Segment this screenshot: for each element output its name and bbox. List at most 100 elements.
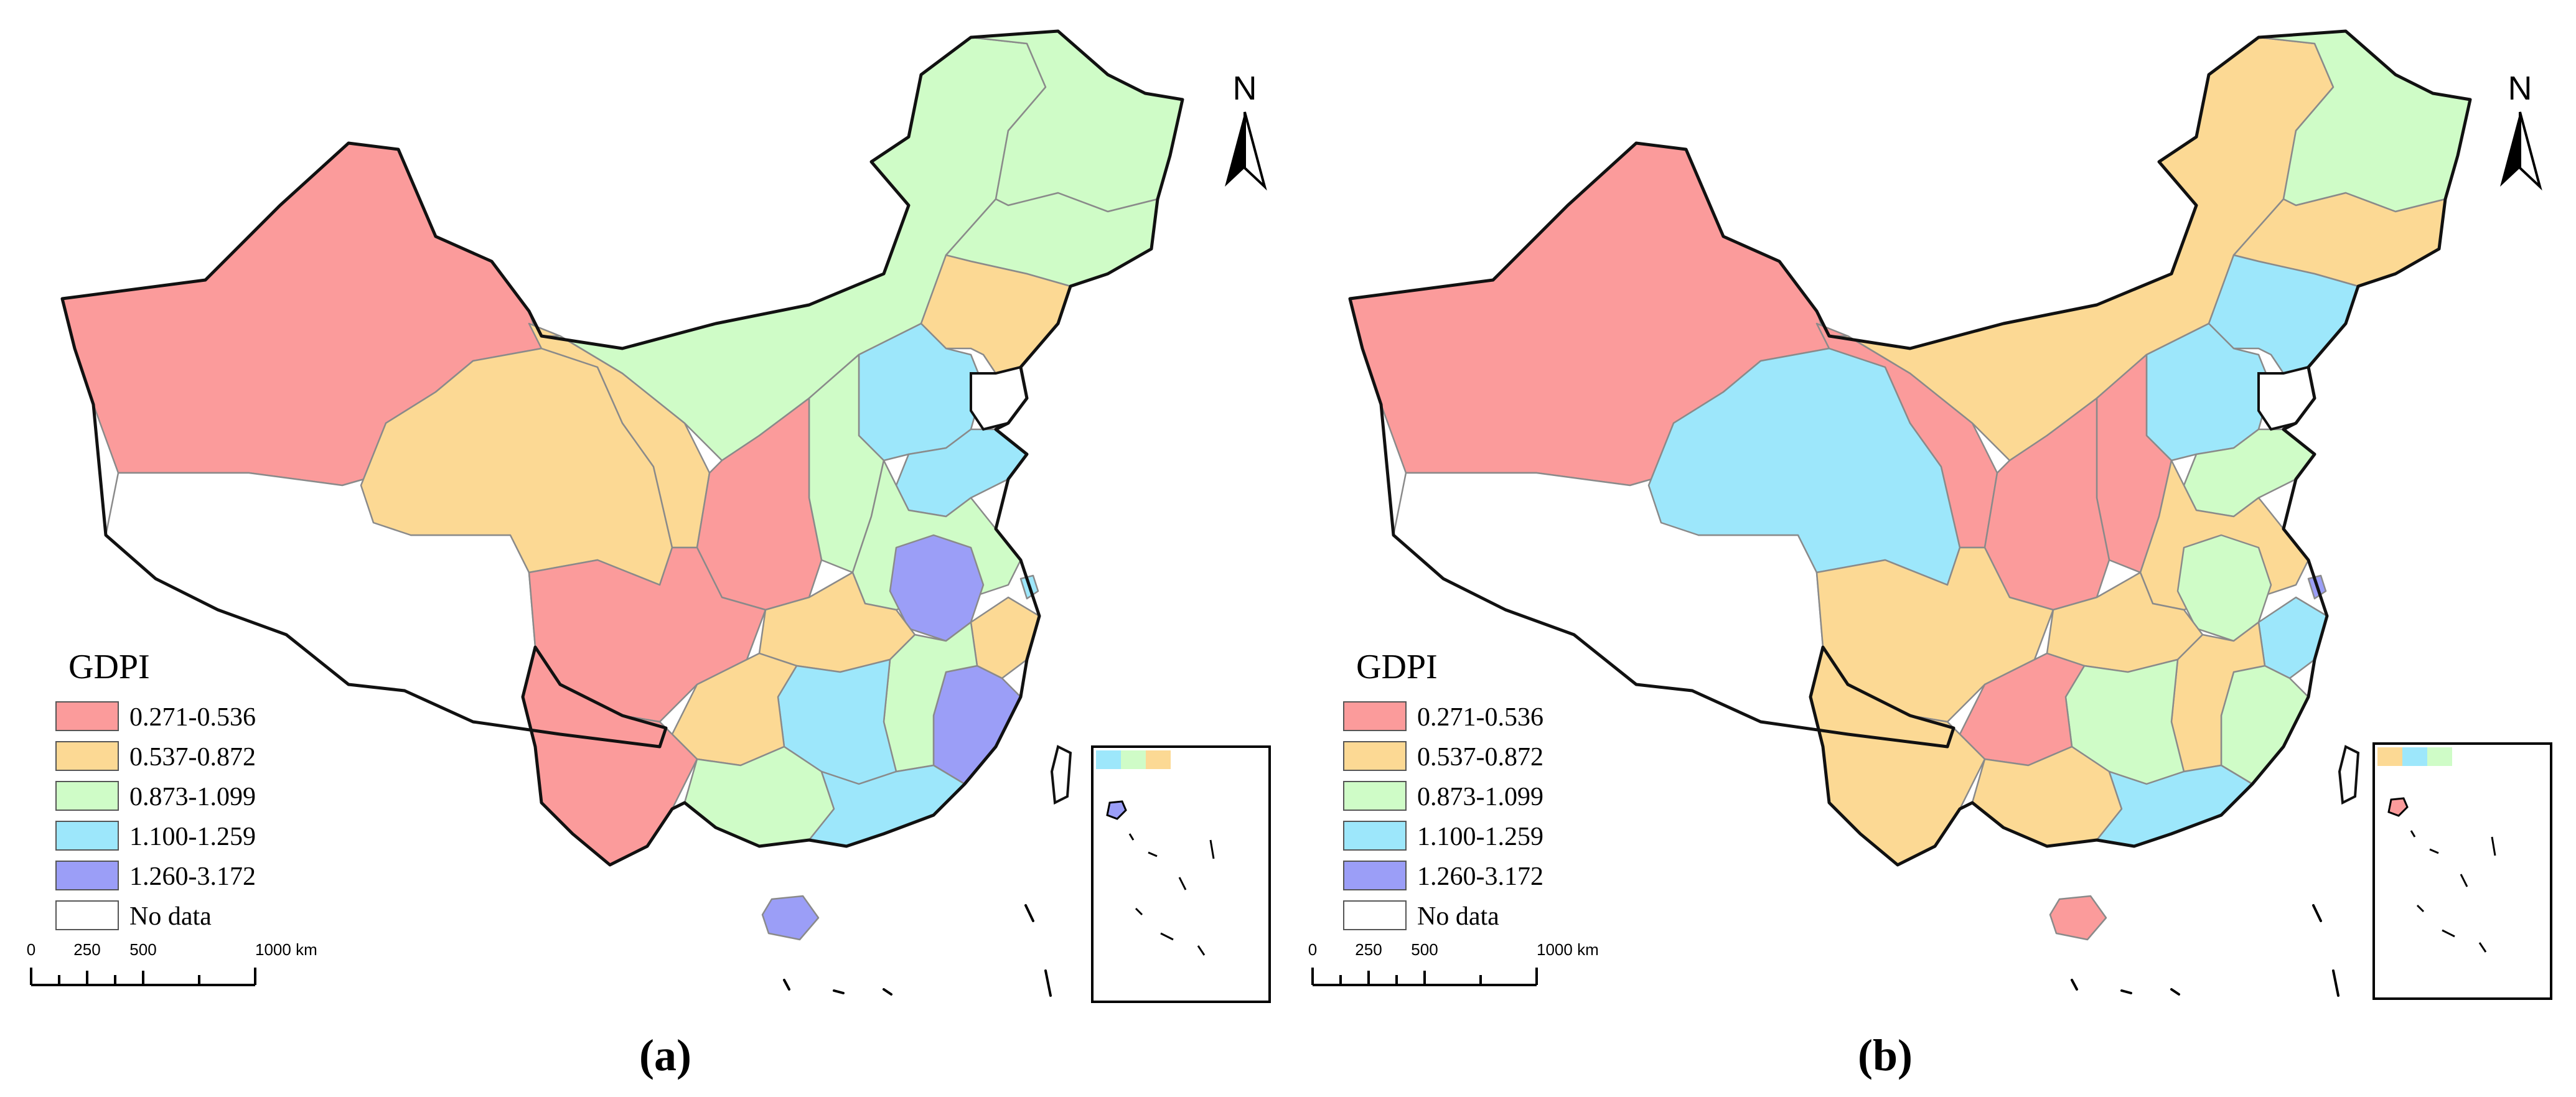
legend-swatch <box>1343 900 1407 930</box>
legend-item: 0.271-0.536 <box>55 701 256 732</box>
region-zhejiang <box>970 596 1041 679</box>
taiwan-outline <box>2338 745 2360 805</box>
legend-item: 0.537-0.872 <box>1343 741 1543 772</box>
inset-frame <box>2372 742 2552 1000</box>
map-panel-a <box>60 29 1184 997</box>
region-hainan <box>761 895 820 941</box>
legend-label: 0.271-0.536 <box>1417 703 1543 732</box>
legend-item: 1.100-1.259 <box>1343 821 1543 851</box>
scale-tick-label: 250 <box>1355 940 1382 959</box>
legend-swatch <box>55 701 119 731</box>
scale-tick-label: 1000 km <box>1537 940 1599 959</box>
inset-island <box>2387 797 2409 817</box>
panel-a-decorations: N GDPI 0.271-0.536 0.537-0.872 0.873-1.0… <box>27 70 1271 1080</box>
scale-tick-label: 500 <box>1411 940 1438 959</box>
scale-bar-line <box>1311 968 1538 986</box>
inset-strip-1 <box>1096 750 1121 769</box>
inset-islands <box>1128 833 1215 956</box>
legend-item: 0.271-0.536 <box>1343 701 1543 732</box>
inset-island <box>1106 800 1127 820</box>
legend-swatch <box>1343 701 1407 731</box>
bohai-sea <box>2257 365 2316 431</box>
scs-dash-1 <box>2071 979 2078 991</box>
scs-dash-5 <box>2332 969 2339 997</box>
legend-item: 0.873-1.099 <box>1343 781 1543 811</box>
scale-tick-label: 0 <box>1308 940 1317 959</box>
scale-tick-label: 250 <box>73 940 100 959</box>
legend-swatch <box>55 781 119 811</box>
inset-strip-2 <box>1121 750 1146 769</box>
country-outline <box>1348 29 2472 867</box>
legend-swatch <box>55 900 119 930</box>
scale-bar: 0 250 500 1000 km <box>27 940 317 986</box>
legend-item: 1.260-3.172 <box>1343 861 1543 891</box>
north-arrow-label: N <box>2508 70 2532 107</box>
legend-swatch <box>1343 861 1407 890</box>
north-arrow-label: N <box>1233 70 1257 107</box>
scs-dash-2 <box>833 989 845 994</box>
scs-dash-4 <box>1024 904 1034 922</box>
scale-tick-label: 0 <box>27 940 35 959</box>
scs-dash-2 <box>2120 989 2132 994</box>
legend-swatch <box>55 741 119 771</box>
scs-dash-1 <box>783 979 790 991</box>
north-arrow: N <box>1225 70 1267 191</box>
scs-dash-4 <box>2312 904 2322 922</box>
legend: GDPI 0.271-0.536 0.537-0.872 0.873-1.099… <box>1343 648 1543 931</box>
inset-strip-2 <box>2402 747 2427 766</box>
legend-label: No data <box>1417 902 1499 931</box>
scs-dash-3 <box>2170 988 2180 996</box>
north-arrow: N <box>2500 70 2542 191</box>
region-hainan <box>2049 895 2107 941</box>
scale-tick-label: 500 <box>129 940 156 959</box>
legend-item: 0.537-0.872 <box>55 741 256 772</box>
legend-item: 1.100-1.259 <box>55 821 256 851</box>
panel-b-decorations: N GDPI 0.271-0.536 0.537-0.872 0.873-1.0… <box>1308 70 2552 1080</box>
legend-swatch <box>1343 821 1407 851</box>
scale-bar-line <box>30 968 256 986</box>
legend-label: 1.100-1.259 <box>129 823 256 851</box>
map-panel-b <box>1348 29 2472 997</box>
north-arrow-right-half <box>1244 111 1267 191</box>
legend-label: 0.537-0.872 <box>1417 743 1543 772</box>
inset-frame <box>1091 745 1271 1003</box>
legend-item: No data <box>1343 900 1499 931</box>
legend-label: 1.100-1.259 <box>1417 823 1543 851</box>
inset-strip-1 <box>2377 747 2402 766</box>
scale-bar: 0 250 500 1000 km <box>1308 940 1599 986</box>
legend: GDPI 0.271-0.536 0.537-0.872 0.873-1.099… <box>55 648 256 931</box>
north-arrow-right-half <box>2519 111 2542 191</box>
legend-label: 0.873-1.099 <box>1417 783 1543 811</box>
inset-strip-3 <box>1146 750 1171 769</box>
region-zhejiang <box>2257 596 2328 679</box>
legend-swatch <box>55 861 119 890</box>
caption-b: (b) <box>1858 1030 1913 1080</box>
legend-label: 0.537-0.872 <box>129 743 256 772</box>
legend-item: 0.873-1.099 <box>55 781 256 811</box>
scs-dash-5 <box>1044 969 1052 997</box>
caption-a: (a) <box>639 1030 691 1080</box>
inset-islands <box>2410 830 2496 953</box>
north-arrow-left-half <box>1225 112 1245 187</box>
inset-strip-3 <box>2427 747 2452 766</box>
legend-label: 0.873-1.099 <box>129 783 256 811</box>
taiwan-outline <box>1050 745 1072 805</box>
scale-tick-label: 1000 km <box>255 940 317 959</box>
legend-swatch <box>55 821 119 851</box>
inset-map <box>2372 742 2552 1000</box>
scs-dash-3 <box>883 988 892 996</box>
country-outline <box>60 29 1184 867</box>
legend-swatch <box>1343 741 1407 771</box>
legend-label: 0.271-0.536 <box>129 703 256 732</box>
bohai-sea <box>970 365 1029 431</box>
legend-label: 1.260-3.172 <box>1417 862 1543 891</box>
inset-map <box>1091 745 1271 1003</box>
legend-title: GDPI <box>68 648 150 686</box>
legend-label: 1.260-3.172 <box>129 862 256 891</box>
legend-label: No data <box>129 902 212 931</box>
north-arrow-left-half <box>2500 112 2520 187</box>
legend-title: GDPI <box>1356 648 1438 686</box>
legend-item: 1.260-3.172 <box>55 861 256 891</box>
